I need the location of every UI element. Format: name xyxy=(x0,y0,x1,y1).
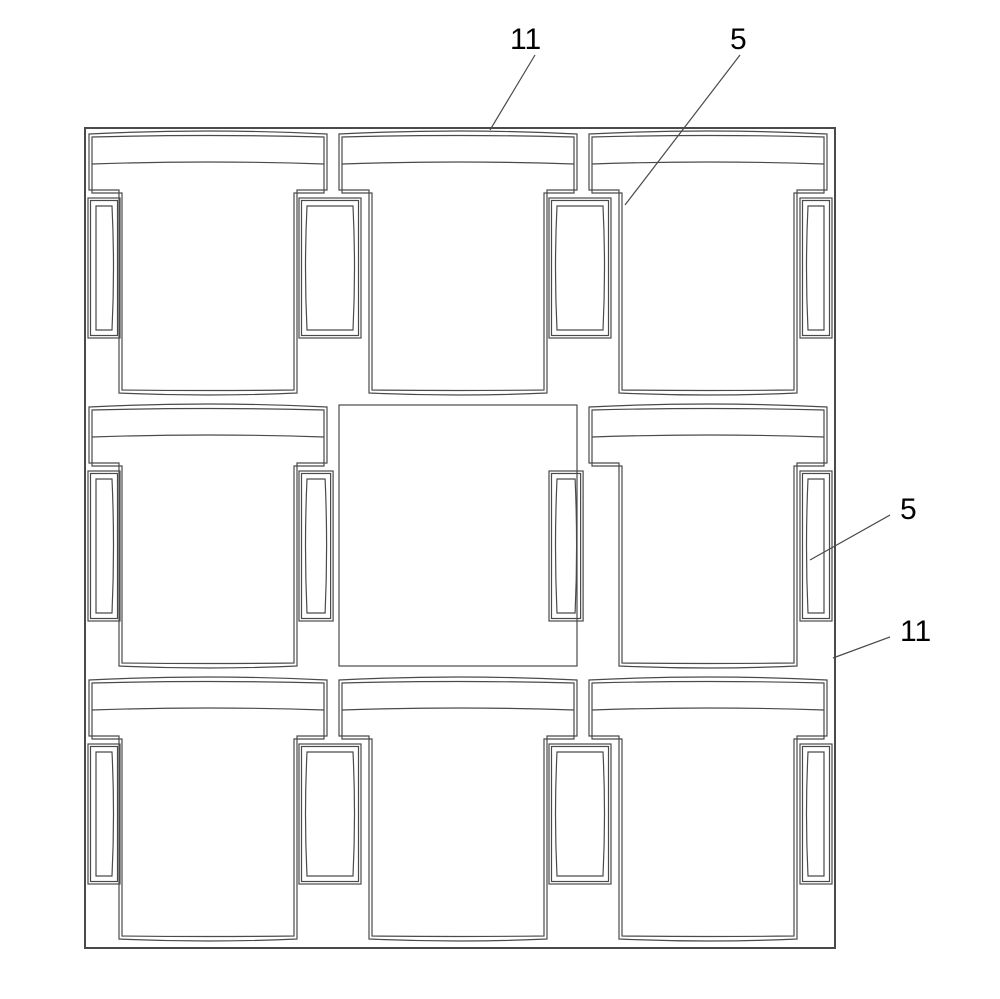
tile-outer xyxy=(89,677,327,941)
tile-inner xyxy=(92,136,324,391)
slot-lens xyxy=(807,206,825,330)
slot-outer-half xyxy=(88,744,120,884)
tile-inner xyxy=(592,136,824,391)
slot-lens xyxy=(556,752,605,876)
slot-outer-half xyxy=(800,471,832,621)
slot-outer xyxy=(299,198,361,338)
callout-label: 11 xyxy=(900,615,931,648)
slot-outer-2 xyxy=(302,201,359,336)
leader-line xyxy=(810,515,890,560)
tile-inner xyxy=(592,409,824,664)
slot-outer-half xyxy=(88,198,120,338)
tile-band-line xyxy=(592,162,824,164)
tile-outer xyxy=(339,131,577,395)
slot-lens xyxy=(556,206,605,330)
slot-lens xyxy=(807,752,825,876)
tile-band-line xyxy=(92,435,324,437)
callout-label: 5 xyxy=(730,23,747,56)
tile-outer xyxy=(339,677,577,941)
tile-band-line xyxy=(92,708,324,710)
slot-outer-half xyxy=(800,198,832,338)
tile-outer xyxy=(89,131,327,395)
tile-band-line xyxy=(592,435,824,437)
callout-label: 11 xyxy=(510,23,541,56)
tile-center xyxy=(339,405,577,666)
tile-inner xyxy=(592,682,824,937)
tile-band-line xyxy=(92,162,324,164)
tile-inner xyxy=(342,136,574,391)
tile-band-line xyxy=(592,708,824,710)
tile-outer xyxy=(589,131,827,395)
slot-outer xyxy=(299,471,333,621)
tile-inner xyxy=(92,409,324,664)
slot-lens xyxy=(306,206,355,330)
slot-lens xyxy=(306,752,355,876)
tile-outer xyxy=(89,404,327,668)
slot-outer xyxy=(549,744,611,884)
slot-outer xyxy=(549,198,611,338)
slot-outer-half xyxy=(800,744,832,884)
tile-band-line xyxy=(342,162,574,164)
slot-lens xyxy=(96,752,114,876)
slot-lens xyxy=(96,479,114,613)
slot-lens xyxy=(556,479,577,613)
slot-outer-2 xyxy=(552,201,609,336)
tile-band-line xyxy=(342,708,574,710)
tile-inner xyxy=(342,682,574,937)
tile-outer xyxy=(589,404,827,668)
slot-lens xyxy=(306,479,327,613)
tile-outer xyxy=(589,677,827,941)
outer-frame xyxy=(85,128,835,948)
tile-inner xyxy=(92,682,324,937)
slot-outer-2 xyxy=(302,747,359,882)
slot-outer xyxy=(549,471,583,621)
leader-line xyxy=(833,637,890,658)
slot-outer xyxy=(299,744,361,884)
slot-lens xyxy=(96,206,114,330)
slot-outer-2 xyxy=(552,747,609,882)
diagram-svg: 11 5 5 11 xyxy=(0,0,1000,999)
leader-line xyxy=(625,55,740,205)
leader-line xyxy=(490,55,535,130)
slot-lens xyxy=(807,479,825,613)
slot-outer-half xyxy=(88,471,120,621)
callout-label: 5 xyxy=(900,493,917,526)
